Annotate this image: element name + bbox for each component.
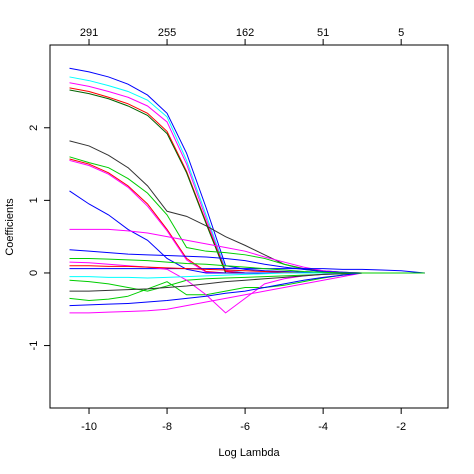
x2-tick-label: 255 — [158, 27, 176, 39]
x-axis-label: Log Lambda — [218, 447, 280, 459]
x-tick-label: -10 — [81, 421, 97, 433]
x-tick-label: -8 — [162, 421, 172, 433]
x2-tick-label: 51 — [317, 27, 329, 39]
coefficient-path — [69, 76, 425, 274]
coefficient-path — [69, 156, 425, 274]
y-tick-label: 0 — [28, 270, 40, 276]
coefficient-path — [69, 87, 425, 274]
x-tick-label: -2 — [396, 421, 406, 433]
y-tick-label: -1 — [28, 341, 40, 351]
coefficient-path — [69, 159, 425, 274]
x-tick-label: -4 — [318, 421, 328, 433]
coefficient-path — [69, 272, 425, 292]
coefficient-path — [69, 272, 425, 314]
plot-box — [49, 44, 449, 409]
coefficient-path — [69, 82, 425, 274]
coefficient-path — [69, 272, 425, 292]
x2-tick-label: 162 — [236, 27, 254, 39]
y-tick-label: 1 — [28, 197, 40, 203]
y-axis-label: Coefficients — [4, 198, 16, 256]
coefficient-path — [69, 67, 425, 274]
x-tick-label: -6 — [240, 421, 250, 433]
y-tick-label: 2 — [28, 125, 40, 131]
coefficient-path — [69, 257, 425, 274]
x2-tick-label: 5 — [398, 27, 404, 39]
coefficient-path — [69, 89, 425, 274]
coefficient-path — [69, 140, 425, 274]
coefficient-path — [69, 268, 425, 274]
coefficient-path — [69, 272, 425, 307]
x2-tick-label: 291 — [80, 27, 98, 39]
